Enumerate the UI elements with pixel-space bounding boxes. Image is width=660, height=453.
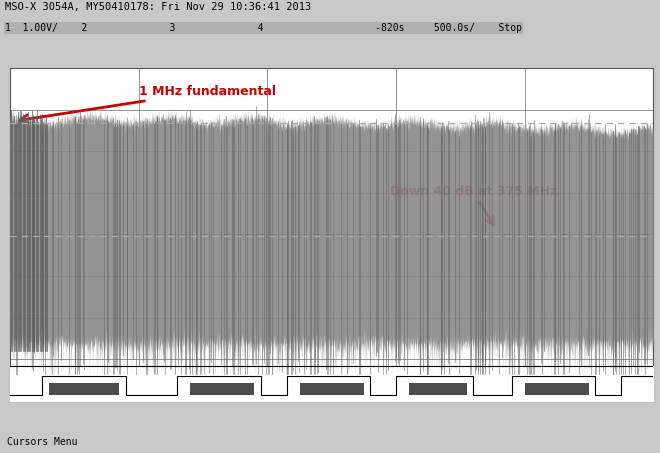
- Text: MSO-X 3054A, MY50410178: Fri Nov 29 10:36:41 2013: MSO-X 3054A, MY50410178: Fri Nov 29 10:3…: [5, 2, 312, 12]
- Text: Down 40 dB at 375 MHz: Down 40 dB at 375 MHz: [389, 185, 557, 225]
- Text: 1  1.00V/    2              3              4                   -820s     500.0s/: 1 1.00V/ 2 3 4 -820s 500.0s/: [5, 23, 522, 33]
- Text: 1 MHz fundamental: 1 MHz fundamental: [20, 85, 276, 123]
- Text: Cursors Menu: Cursors Menu: [7, 437, 77, 447]
